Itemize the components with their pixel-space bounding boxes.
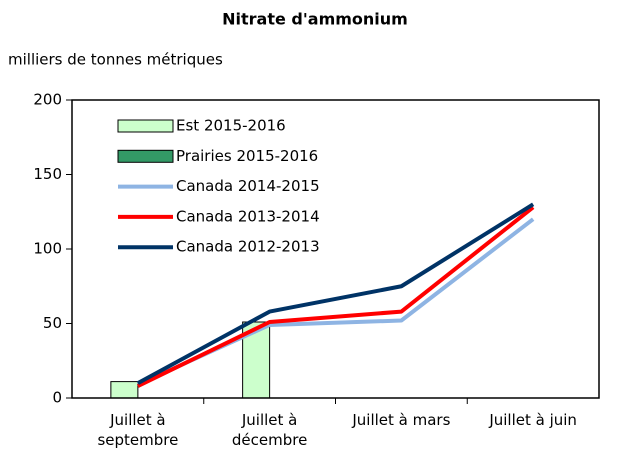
legend-swatch <box>117 119 174 133</box>
legend-label: Canada 2013-2014 <box>176 207 320 225</box>
y-tick-label: 50 <box>43 314 62 332</box>
bar <box>110 381 139 399</box>
chart-title: Nitrate d'ammonium <box>222 10 408 29</box>
line <box>136 202 535 385</box>
y-tick-label: 0 <box>52 389 62 407</box>
y-axis-label: milliers de tonnes métriques <box>8 51 223 69</box>
line <box>137 205 535 388</box>
legend-label: Canada 2014-2015 <box>176 177 320 195</box>
y-tick-label: 200 <box>33 91 62 109</box>
legend-label: Est 2015-2016 <box>176 117 286 135</box>
x-tick-label: Juillet à mars <box>352 411 451 429</box>
y-tick-label: 100 <box>33 240 62 258</box>
x-tick-label: Juillet à juin <box>489 411 577 429</box>
x-tick-label: Juillet à septembre <box>97 411 179 449</box>
y-tick-label: 150 <box>33 165 62 183</box>
legend-label: Prairies 2015-2016 <box>176 147 318 165</box>
plot-frame <box>71 99 600 399</box>
legend-swatch <box>117 149 174 163</box>
legend-label: Canada 2012-2013 <box>176 238 320 256</box>
bar <box>242 321 271 399</box>
x-tick-label: Juillet à décembre <box>231 411 308 449</box>
